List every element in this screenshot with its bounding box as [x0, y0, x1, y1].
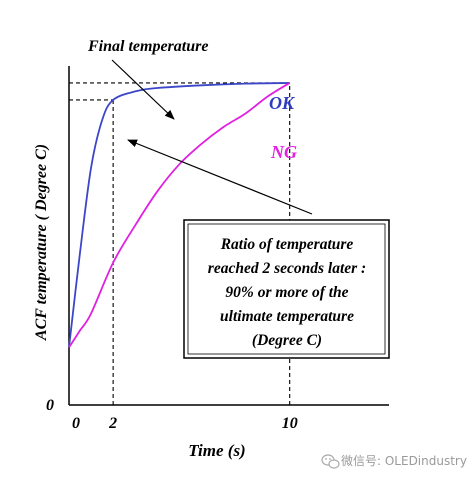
- series-label-ng: NG: [270, 142, 297, 162]
- final-temperature-label: Final temperature: [87, 38, 208, 55]
- watermark-text: 微信号: OLEDindustry: [341, 454, 467, 468]
- ratio-line-5: (Degree C): [252, 332, 322, 349]
- x-axis-title: Time (s): [188, 441, 245, 460]
- ratio-line-3: 90% or more of the: [225, 284, 348, 301]
- x-tick-label-0: 0: [72, 415, 80, 432]
- y-axis-title: ACF temperature ( Degree C): [33, 144, 50, 341]
- wechat-icon: [321, 454, 340, 469]
- ratio-line-1: Ratio of temperature: [220, 236, 354, 253]
- x-tick-label-10: 10: [282, 415, 298, 432]
- series-line-ng: [68, 82, 291, 348]
- ratio-box-inner: [187, 223, 386, 355]
- ratio-box: [183, 219, 390, 359]
- ratio-line-2: reached 2 seconds later :: [208, 260, 366, 277]
- series-label-ok: OK: [269, 93, 296, 113]
- ratio-line-4: ultimate temperature: [220, 308, 354, 325]
- y-tick-labels: 0: [46, 397, 54, 414]
- series-group: [68, 82, 291, 348]
- y-tick-label-0: 0: [46, 397, 54, 414]
- x-tick-labels: 0 2 10: [72, 415, 298, 432]
- ratio-arrow: [127, 139, 313, 215]
- watermark: 微信号: OLEDindustry: [321, 454, 467, 469]
- final-temperature-arrow: [111, 59, 175, 120]
- series-line-ok: [68, 82, 290, 348]
- x-tick-label-2: 2: [108, 415, 117, 432]
